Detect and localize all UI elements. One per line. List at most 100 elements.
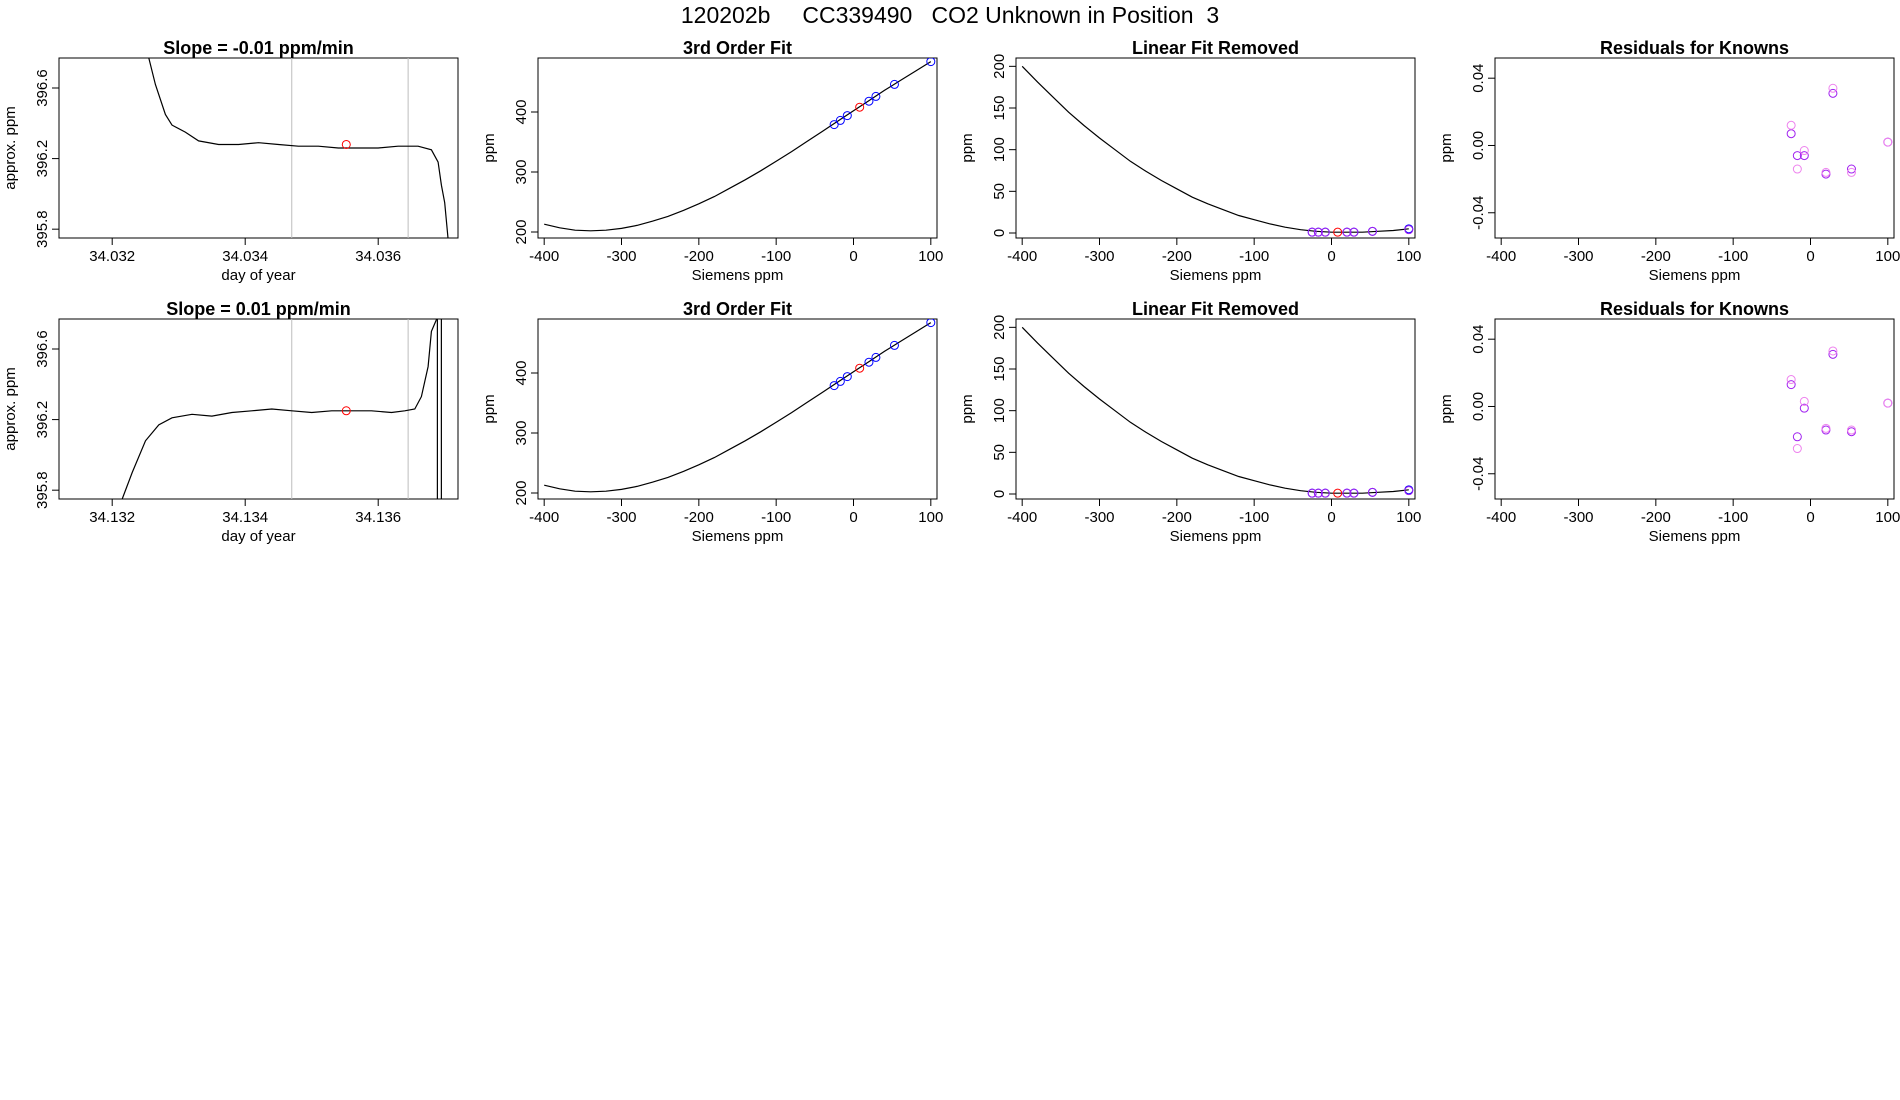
x-tick-label: -200 xyxy=(684,248,714,265)
residual-point-b xyxy=(1786,375,1796,385)
x-tick-label: 100 xyxy=(1875,509,1900,526)
x-tick-label: -400 xyxy=(1007,248,1037,265)
residual-point-b xyxy=(1821,423,1831,433)
known-point xyxy=(926,319,936,328)
y-axis-label: ppm xyxy=(959,133,976,162)
x-tick-label: -300 xyxy=(1563,509,1593,526)
x-tick-label: 34.032 xyxy=(89,248,135,265)
sample-marker xyxy=(341,139,351,149)
residual-point-a xyxy=(1799,151,1809,161)
known-point-alt xyxy=(1404,486,1414,496)
plot-area xyxy=(1786,83,1893,179)
x-tick-label: -200 xyxy=(684,509,714,526)
residual-point-b xyxy=(1799,146,1809,156)
fit-curve xyxy=(1021,65,1409,233)
y-tick-label: 0.04 xyxy=(1470,325,1487,354)
residual-point-b xyxy=(1828,83,1838,93)
unknown-point xyxy=(1333,227,1343,237)
known-point xyxy=(829,120,839,130)
plot-frame xyxy=(1015,318,1416,500)
residual-point-b xyxy=(1883,398,1893,408)
residual-point-b xyxy=(1883,137,1893,147)
x-axis-label: Siemens ppm xyxy=(1170,267,1262,284)
residual-point-b xyxy=(1799,396,1809,406)
residual-point-a xyxy=(1846,164,1856,174)
x-tick-label: -200 xyxy=(1641,509,1671,526)
x-tick-label: -300 xyxy=(606,509,636,526)
y-tick-label: -0.04 xyxy=(1470,457,1487,491)
plot-frame xyxy=(1494,57,1895,239)
unknown-point xyxy=(855,102,865,112)
residual-point-a xyxy=(1786,129,1796,139)
known-point-alt xyxy=(1367,487,1377,497)
residual-point-b xyxy=(1846,425,1856,435)
panel-ts2: Slope = 0.01 ppm/min 34.132 34.134 34.136 39… xyxy=(2,299,459,545)
x-axis-label: Siemens ppm xyxy=(692,528,784,545)
panel-title: Slope = -0.01 ppm/min xyxy=(163,38,354,58)
residual-point-b xyxy=(1821,167,1831,177)
known-point xyxy=(889,79,899,89)
x-tick-label: 34.136 xyxy=(355,509,401,526)
x-tick-label: 34.034 xyxy=(222,248,268,265)
known-point-alt xyxy=(1367,226,1377,236)
y-tick-label: -0.04 xyxy=(1470,196,1487,230)
x-tick-label: 100 xyxy=(1875,248,1900,265)
known-point xyxy=(842,372,852,382)
known-point xyxy=(835,115,845,125)
panel-res2: Residuals for Knowns -400 -300 -200 -100 0 100… xyxy=(1438,299,1900,545)
x-tick-label: 34.036 xyxy=(355,248,401,265)
panel-lin2: Linear Fit Removed -400 -300 -200 -100 0 100 0 5… xyxy=(959,299,1421,545)
known-point xyxy=(864,357,874,367)
panel-fit2: 3rd Order Fit -400 -300 -200 -100 0 100 200 300 4… xyxy=(481,299,943,545)
plot-frame xyxy=(537,318,938,500)
x-tick-label: -400 xyxy=(529,248,559,265)
x-axis-label: day of year xyxy=(221,528,295,545)
panel-title: Slope = 0.01 ppm/min xyxy=(166,299,351,319)
x-tick-label: -400 xyxy=(1486,248,1516,265)
y-tick-label: 50 xyxy=(991,444,1008,461)
x-tick-label: -300 xyxy=(1563,248,1593,265)
y-axis-label: ppm xyxy=(959,394,976,423)
fit-curve xyxy=(1021,326,1409,494)
known-point-alt xyxy=(1342,488,1352,498)
y-tick-label: 396.2 xyxy=(34,140,51,178)
known-point xyxy=(871,352,881,362)
residual-point-b xyxy=(1792,444,1802,454)
residual-point-a xyxy=(1786,380,1796,390)
panel-title: 3rd Order Fit xyxy=(683,299,792,319)
y-tick-label: 396.6 xyxy=(34,69,51,107)
residual-point-b xyxy=(1846,167,1856,177)
residual-point-a xyxy=(1792,151,1802,161)
x-tick-label: 0 xyxy=(1327,248,1335,265)
y-tick-label: 396.2 xyxy=(34,401,51,439)
plot-frame xyxy=(537,57,938,239)
y-tick-label: 100 xyxy=(991,398,1008,423)
x-tick-label: -300 xyxy=(1084,248,1114,265)
residual-point-a xyxy=(1792,432,1802,442)
known-point-alt xyxy=(1313,488,1323,498)
known-point xyxy=(926,58,936,67)
y-tick-label: 395.8 xyxy=(34,210,51,248)
y-tick-label: 0 xyxy=(991,490,1008,498)
y-tick-label: 200 xyxy=(513,219,530,244)
x-tick-label: 0 xyxy=(1806,248,1814,265)
x-tick-label: 100 xyxy=(918,248,943,265)
known-point-alt xyxy=(1349,227,1359,237)
y-axis-label: approx. ppm xyxy=(2,367,19,450)
y-axis-label: approx. ppm xyxy=(2,106,19,189)
y-tick-label: 0 xyxy=(991,229,1008,237)
x-tick-label: -100 xyxy=(1718,509,1748,526)
plot-frame xyxy=(1494,318,1895,500)
known-point xyxy=(871,91,881,101)
y-tick-label: 0.04 xyxy=(1470,64,1487,93)
known-point-alt xyxy=(1342,227,1352,237)
y-tick-label: 400 xyxy=(513,360,530,385)
y-tick-label: 0.00 xyxy=(1470,131,1487,160)
residual-point-b xyxy=(1792,164,1802,174)
panel-title: Residuals for Knowns xyxy=(1600,299,1789,319)
y-tick-label: 150 xyxy=(991,95,1008,120)
x-tick-label: 0 xyxy=(1327,509,1335,526)
x-tick-label: 100 xyxy=(1396,248,1421,265)
plot-area xyxy=(1786,346,1893,454)
